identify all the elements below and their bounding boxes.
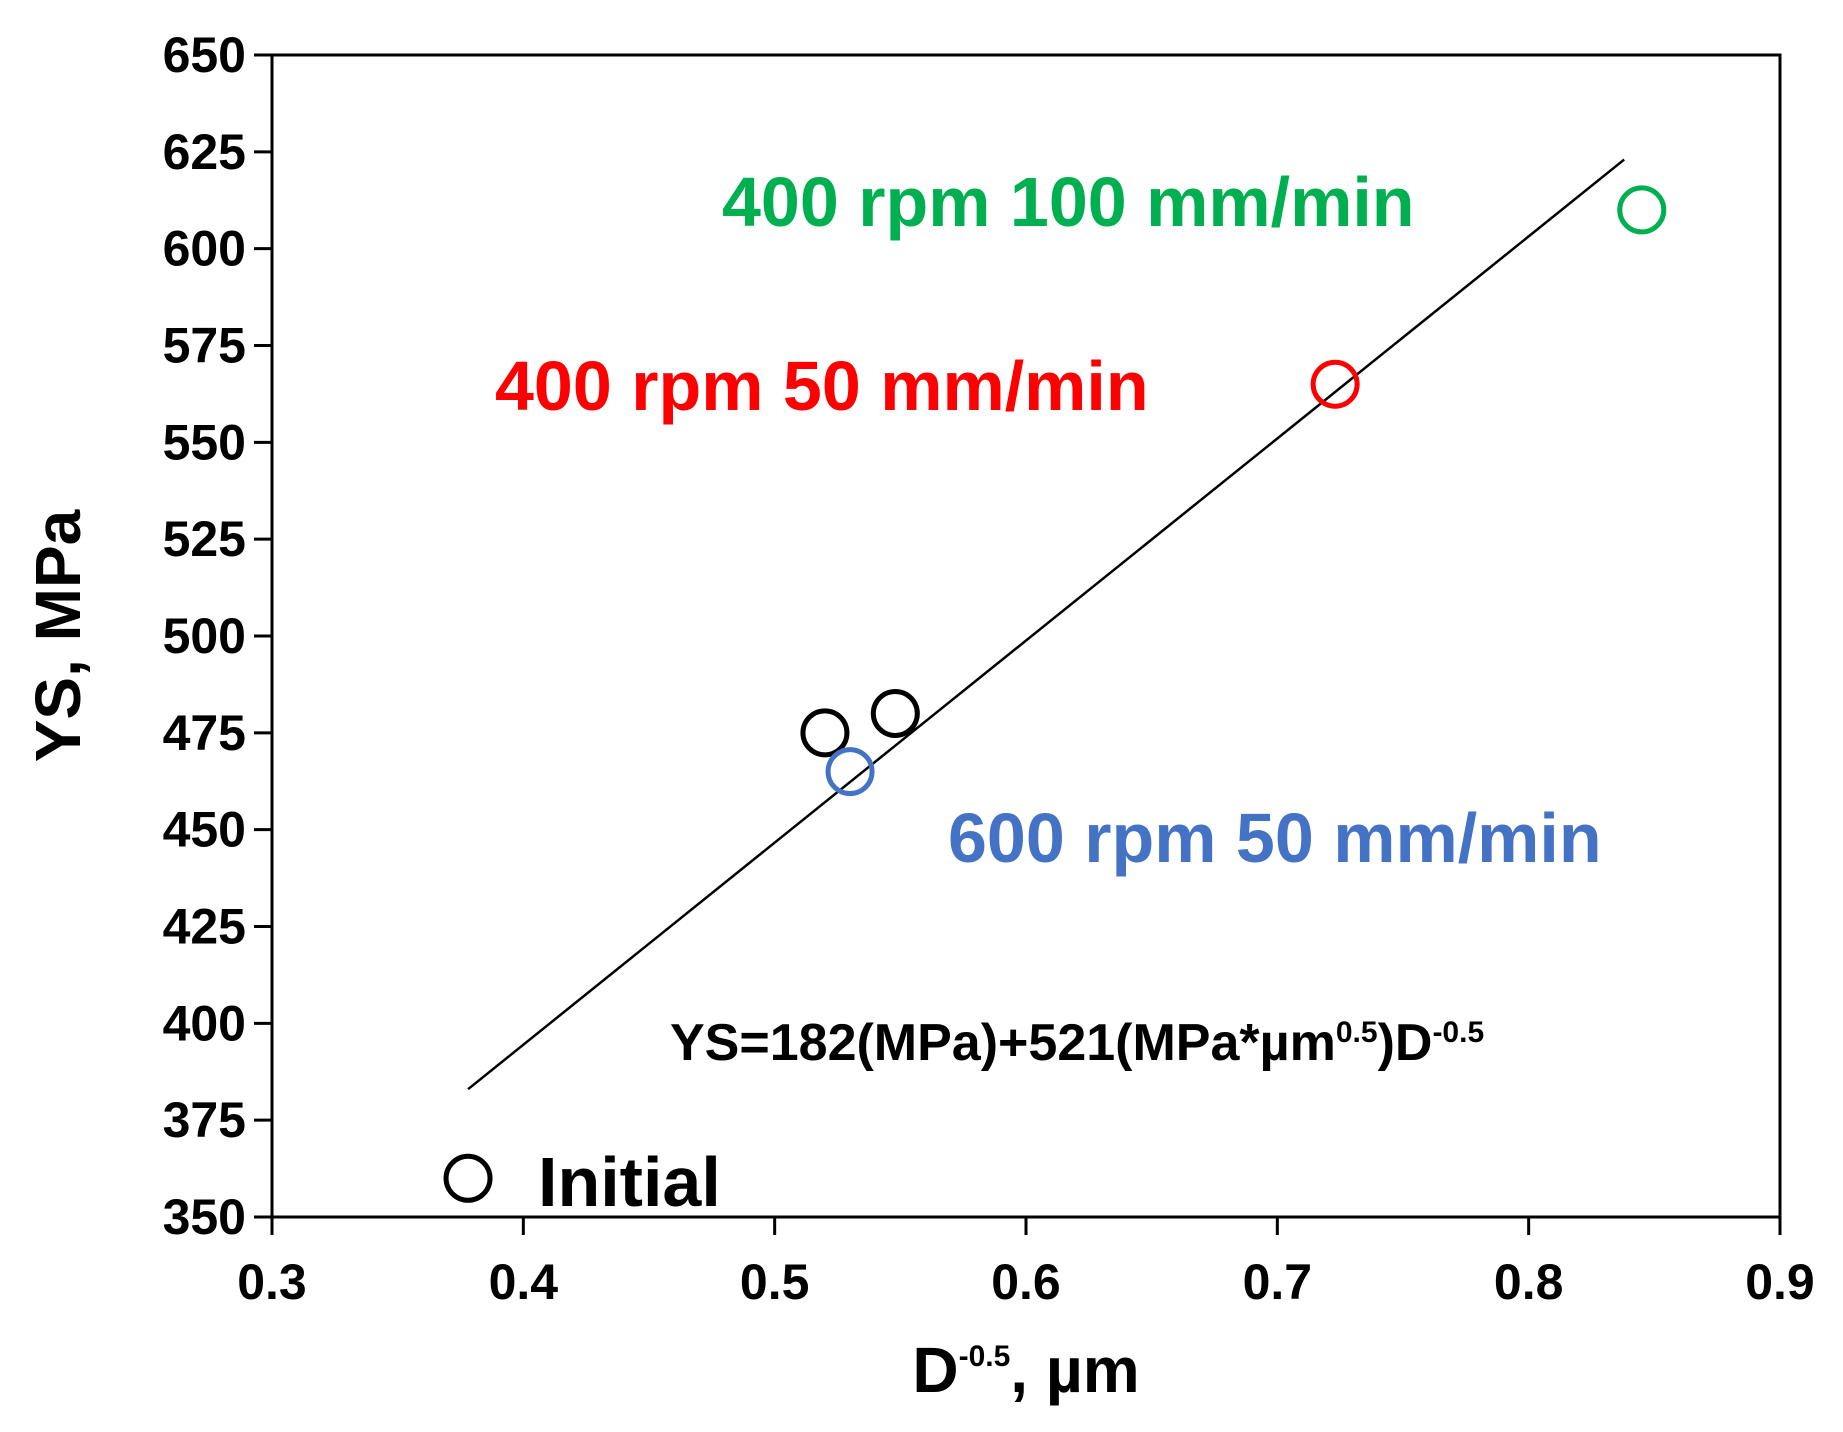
annotation-400rpm-50mm: 400 rpm 50 mm/min: [495, 347, 1149, 425]
equation-sup-1: 0.5: [1336, 1016, 1378, 1049]
x-tick-label: 0.5: [740, 1254, 810, 1310]
y-tick-label: 550: [163, 414, 246, 470]
fit-line: [467, 158, 1625, 1091]
x-axis-title: D-0.5, µm: [912, 1334, 1139, 1406]
y-tick-label: 500: [163, 608, 246, 664]
annotation-initial: Initial: [538, 1143, 721, 1221]
y-tick-label: 575: [163, 318, 246, 374]
x-tick-label: 0.8: [1494, 1254, 1564, 1310]
x-axis-title-main: D: [912, 1334, 958, 1406]
data-point: [870, 688, 920, 738]
equation-part-2: )D: [1378, 1014, 1433, 1072]
x-axis-title-sup: -0.5: [959, 1340, 1011, 1373]
y-tick-label: 375: [163, 1092, 246, 1148]
x-tick-label: 0.4: [489, 1254, 559, 1310]
annotation-400rpm-100mm: 400 rpm 100 mm/min: [722, 163, 1415, 241]
y-tick-label: 400: [163, 995, 246, 1051]
points-layer: [443, 185, 1667, 1203]
data-point: [1310, 359, 1360, 409]
fit-equation: YS=182(MPa)+521(MPa*µm0.5)D-0.5: [670, 1014, 1484, 1072]
equation-sup-2: -0.5: [1432, 1016, 1484, 1049]
data-point: [800, 708, 850, 758]
y-tick-label: 450: [163, 802, 246, 858]
y-axis-title: YS, MPa: [22, 509, 94, 762]
y-tick-label: 475: [163, 705, 246, 761]
y-tick-label: 625: [163, 124, 246, 180]
x-tick-label: 0.9: [1745, 1254, 1815, 1310]
ticks-layer: 350 375 400 425 450 475 500 525 550 575 600 625 650 0…: [163, 27, 1815, 1310]
x-tick-label: 0.6: [991, 1254, 1061, 1310]
y-tick-label: 525: [163, 511, 246, 567]
equation-part-1: YS=182(MPa)+521(MPa*µm: [670, 1014, 1336, 1072]
x-tick-label: 0.3: [237, 1254, 307, 1310]
data-point: [825, 747, 875, 797]
x-tick-label: 0.7: [1243, 1254, 1313, 1310]
y-tick-label: 600: [163, 221, 246, 277]
y-tick-label: 350: [163, 1189, 246, 1245]
data-point: [443, 1153, 493, 1203]
y-tick-label: 425: [163, 899, 246, 955]
x-axis-title-rest: , µm: [1010, 1334, 1139, 1406]
fit-layer: [467, 158, 1625, 1091]
annotation-600rpm-50mm: 600 rpm 50 mm/min: [948, 799, 1602, 877]
data-point: [1617, 185, 1667, 235]
y-tick-label: 650: [163, 27, 246, 83]
